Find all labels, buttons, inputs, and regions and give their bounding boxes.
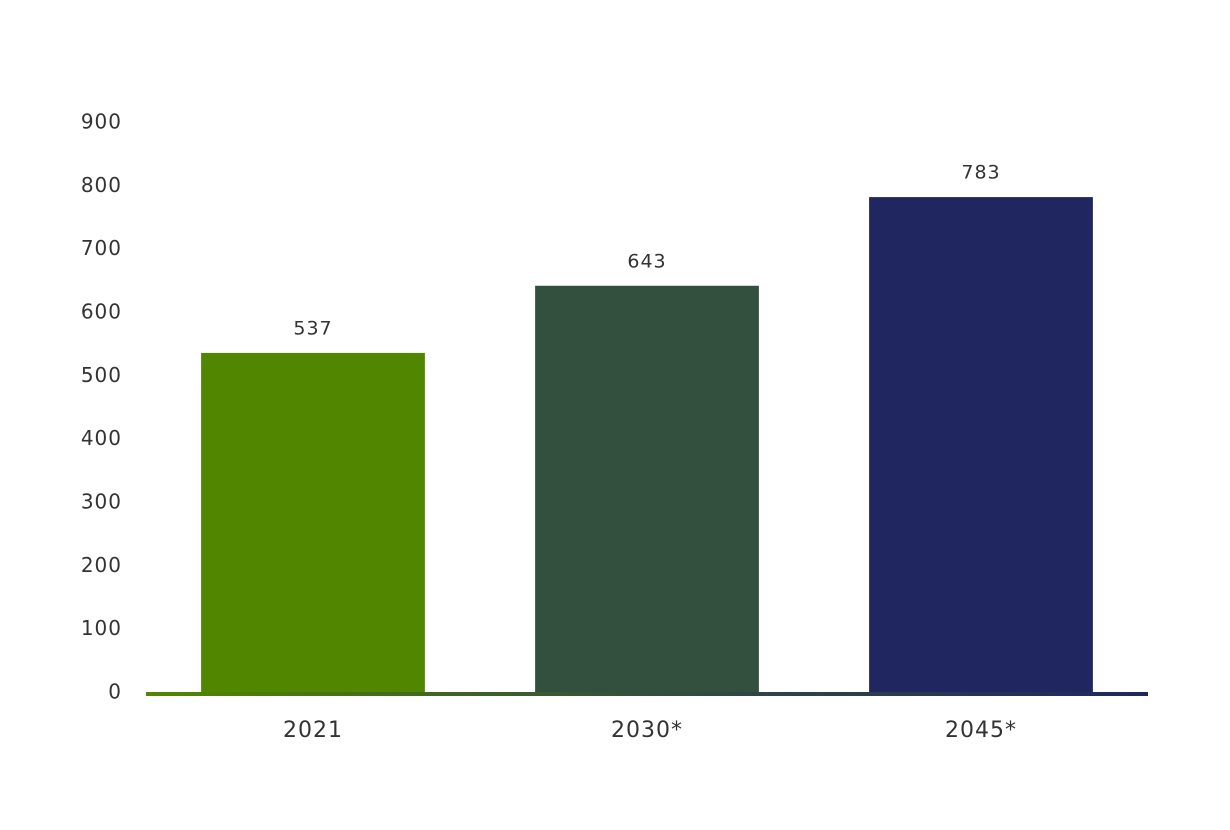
y-tick-label: 700 — [81, 236, 122, 260]
value-label: 783 — [961, 162, 1000, 184]
y-tick-label: 100 — [81, 616, 122, 640]
y-tick-label: 0 — [108, 680, 122, 704]
y-tick-label: 200 — [81, 553, 122, 577]
y-tick-label: 300 — [81, 490, 122, 514]
x-tick-label: 2045* — [945, 718, 1017, 743]
bar — [535, 285, 759, 693]
y-tick-label: 600 — [81, 300, 122, 324]
x-tick-label: 2021 — [283, 718, 343, 743]
value-label: 643 — [627, 250, 666, 272]
value-label: 537 — [293, 317, 332, 339]
bar — [201, 352, 425, 693]
baseline — [146, 692, 1148, 696]
y-tick-label: 500 — [81, 363, 122, 387]
y-tick-label: 900 — [81, 110, 122, 134]
y-tick-label: 800 — [81, 173, 122, 197]
y-tick-label: 400 — [81, 426, 122, 450]
x-tick-label: 2030* — [611, 718, 683, 743]
bar — [869, 197, 1093, 693]
